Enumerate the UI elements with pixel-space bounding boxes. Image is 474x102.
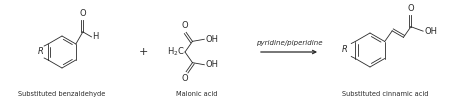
Text: R: R xyxy=(38,48,44,57)
Text: O: O xyxy=(182,21,189,30)
Text: H: H xyxy=(92,32,99,41)
Text: pyridine/piperidine: pyridine/piperidine xyxy=(256,40,322,46)
Text: +: + xyxy=(138,47,148,57)
Text: OH: OH xyxy=(424,27,437,36)
Text: OH: OH xyxy=(205,60,218,69)
Text: O: O xyxy=(182,74,189,83)
Text: O: O xyxy=(408,4,414,13)
Text: O: O xyxy=(80,9,86,18)
Text: $\mathregular{H_2C}$: $\mathregular{H_2C}$ xyxy=(167,46,185,58)
Text: OH: OH xyxy=(205,35,218,44)
Text: Substituted benzaldehyde: Substituted benzaldehyde xyxy=(18,91,106,97)
Text: R: R xyxy=(342,45,348,54)
Text: Malonic acid: Malonic acid xyxy=(176,91,218,97)
Text: Substituted cinnamic acid: Substituted cinnamic acid xyxy=(342,91,428,97)
